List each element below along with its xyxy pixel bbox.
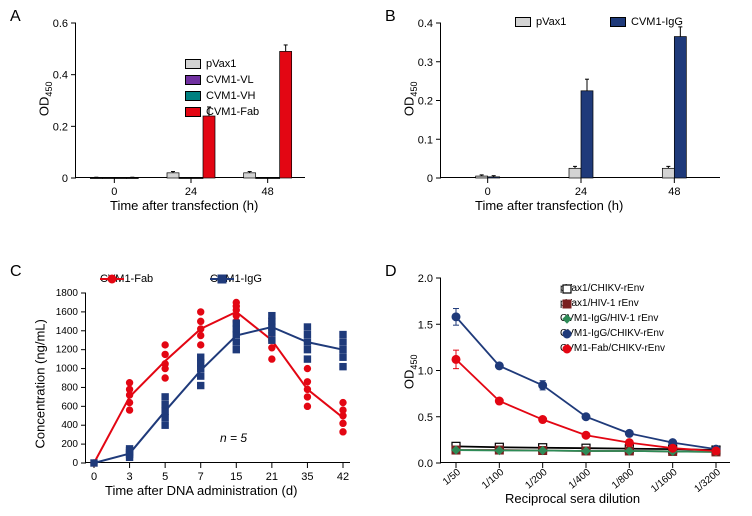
svg-text:0.6: 0.6 xyxy=(53,18,68,30)
svg-text:0.2: 0.2 xyxy=(418,96,433,108)
svg-text:800: 800 xyxy=(61,382,78,393)
panel-c-label: C xyxy=(10,263,22,281)
legend-item: pVax1 xyxy=(185,58,236,70)
legend-item: CVM1-Fab xyxy=(100,273,153,285)
legend-item: CVM1-VH xyxy=(185,90,256,102)
svg-text:1/100: 1/100 xyxy=(480,467,507,492)
svg-text:0: 0 xyxy=(62,173,68,185)
svg-text:1400: 1400 xyxy=(56,326,79,337)
panel-b-xlabel: Time after transfection (h) xyxy=(475,198,623,213)
panel-c-n-label: n = 5 xyxy=(220,431,247,445)
panel-c-chart: 0200400600800100012001400160018000357152… xyxy=(85,293,350,463)
svg-text:7: 7 xyxy=(198,471,204,483)
svg-text:0: 0 xyxy=(111,186,117,198)
svg-text:0.3: 0.3 xyxy=(418,57,433,69)
legend-item: CVM1-IgG xyxy=(610,16,683,28)
svg-text:1800: 1800 xyxy=(56,288,79,299)
svg-text:2.0: 2.0 xyxy=(418,273,433,285)
panel-a-xlabel: Time after transfection (h) xyxy=(110,198,258,213)
svg-text:0.5: 0.5 xyxy=(418,412,433,424)
svg-text:15: 15 xyxy=(230,471,242,483)
svg-text:200: 200 xyxy=(61,439,78,450)
svg-text:0: 0 xyxy=(72,458,78,469)
svg-text:0.0: 0.0 xyxy=(418,458,433,470)
panel-c-svg: 0200400600800100012001400160018000357152… xyxy=(86,293,351,463)
legend-item: CVM1-IgG/CHIKV-rEnv xyxy=(560,328,664,339)
svg-text:1600: 1600 xyxy=(56,307,79,318)
svg-text:1.5: 1.5 xyxy=(418,319,433,331)
svg-text:0: 0 xyxy=(91,471,97,483)
panel-c-xlabel: Time after DNA administration (d) xyxy=(105,483,297,498)
panel-c-ylabel: Concentration (ng/mL) xyxy=(33,309,48,449)
svg-text:42: 42 xyxy=(337,471,349,483)
svg-text:24: 24 xyxy=(185,186,197,198)
svg-text:0.4: 0.4 xyxy=(53,70,68,82)
svg-text:0: 0 xyxy=(485,186,491,198)
svg-text:0.2: 0.2 xyxy=(53,121,68,133)
svg-text:400: 400 xyxy=(61,420,78,431)
svg-text:0.4: 0.4 xyxy=(418,18,433,30)
panel-c: C 02004006008001000120014001600180003571… xyxy=(10,263,360,511)
panel-d-ylabel: OD450 xyxy=(401,355,419,390)
svg-text:48: 48 xyxy=(668,186,680,198)
panel-a-label: A xyxy=(10,8,21,26)
panel-b: B 00.10.20.30.402448 OD450 Time after tr… xyxy=(385,8,743,248)
svg-text:1000: 1000 xyxy=(56,364,79,375)
svg-text:1/1600: 1/1600 xyxy=(649,467,680,495)
panel-d-xlabel: Reciprocal sera dilution xyxy=(505,491,640,506)
legend-item: CVM1-Fab xyxy=(185,106,259,118)
legend-item: pVax1/HIV-1 rEnv xyxy=(560,298,639,309)
legend-item: CVM1-IgG/HIV-1 rEnv xyxy=(560,313,658,324)
svg-text:24: 24 xyxy=(575,186,587,198)
legend-item: pVax1/CHIKV-rEnv xyxy=(560,283,644,294)
panel-b-label: B xyxy=(385,8,396,26)
panel-b-ylabel: OD450 xyxy=(401,82,419,117)
svg-text:1/800: 1/800 xyxy=(610,467,637,492)
svg-text:48: 48 xyxy=(262,186,274,198)
panel-d-label: D xyxy=(385,263,397,281)
svg-text:1/50: 1/50 xyxy=(441,467,463,488)
svg-text:21: 21 xyxy=(266,471,278,483)
svg-text:1/200: 1/200 xyxy=(523,467,550,492)
panel-b-svg: 00.10.20.30.402448 xyxy=(441,23,721,178)
legend-item: CVM1-IgG xyxy=(210,273,262,285)
panel-d: D 0.0 0.5 1.0 1.5 2.0 1/50 1/100 1/200 1/400 1/80… xyxy=(385,263,743,511)
svg-text:0.1: 0.1 xyxy=(418,134,433,146)
legend-item: CVM1-Fab/CHIKV-rEnv xyxy=(560,343,665,354)
legend-item: pVax1 xyxy=(515,16,566,28)
svg-text:3: 3 xyxy=(127,471,133,483)
panel-a-ylabel: OD450 xyxy=(36,82,54,117)
svg-text:0: 0 xyxy=(427,173,433,185)
svg-text:1/400: 1/400 xyxy=(567,467,594,492)
svg-text:1.0: 1.0 xyxy=(418,366,433,378)
svg-text:1/3200: 1/3200 xyxy=(692,467,723,495)
svg-text:1200: 1200 xyxy=(56,345,79,356)
svg-text:35: 35 xyxy=(301,471,313,483)
panel-b-chart: 00.10.20.30.402448 xyxy=(440,23,720,178)
svg-text:5: 5 xyxy=(162,471,168,483)
legend-item: CVM1-VL xyxy=(185,74,254,86)
panel-a: A 0 0.2 0.4 0.6 0 24 48 OD450 Time after trans… xyxy=(10,8,360,248)
svg-text:600: 600 xyxy=(61,401,78,412)
